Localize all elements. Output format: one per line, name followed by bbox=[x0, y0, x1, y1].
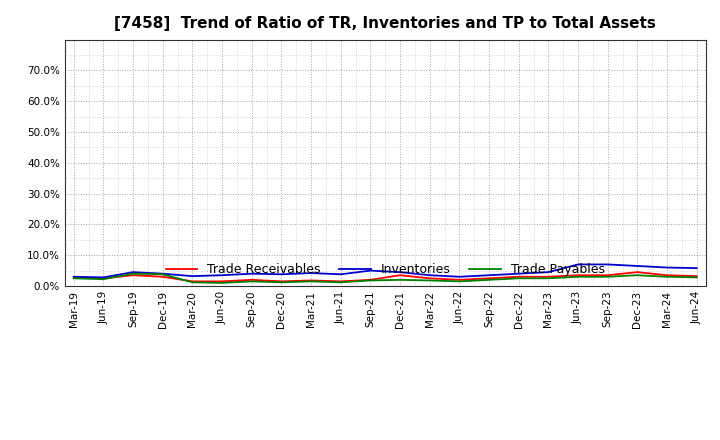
Trade Receivables bbox=[426, 275, 434, 281]
Inventories bbox=[99, 275, 108, 280]
Trade Payables bbox=[603, 274, 612, 279]
Trade Receivables bbox=[396, 272, 405, 278]
Trade Payables bbox=[277, 280, 286, 285]
Trade Receivables bbox=[603, 272, 612, 278]
Trade Receivables bbox=[455, 277, 464, 282]
Trade Payables bbox=[336, 280, 345, 285]
Inventories bbox=[366, 268, 374, 273]
Inventories bbox=[277, 271, 286, 277]
Trade Receivables bbox=[662, 272, 671, 278]
Trade Receivables bbox=[336, 279, 345, 284]
Inventories bbox=[248, 271, 256, 276]
Inventories bbox=[129, 269, 138, 275]
Legend: Trade Receivables, Inventories, Trade Payables: Trade Receivables, Inventories, Trade Pa… bbox=[160, 257, 611, 282]
Trade Receivables bbox=[277, 279, 286, 284]
Trade Receivables bbox=[574, 272, 582, 278]
Inventories bbox=[693, 265, 701, 271]
Trade Receivables bbox=[69, 275, 78, 280]
Trade Payables bbox=[693, 275, 701, 280]
Title: [7458]  Trend of Ratio of TR, Inventories and TP to Total Assets: [7458] Trend of Ratio of TR, Inventories… bbox=[114, 16, 656, 32]
Trade Receivables bbox=[514, 274, 523, 279]
Inventories bbox=[69, 274, 78, 279]
Trade Payables bbox=[366, 278, 374, 283]
Line: Inventories: Inventories bbox=[73, 264, 697, 277]
Inventories bbox=[485, 272, 493, 278]
Inventories bbox=[514, 271, 523, 276]
Inventories bbox=[426, 272, 434, 278]
Inventories bbox=[336, 271, 345, 277]
Inventories bbox=[217, 272, 226, 278]
Inventories bbox=[188, 274, 197, 279]
Trade Payables bbox=[455, 279, 464, 284]
Inventories bbox=[633, 263, 642, 268]
Trade Receivables bbox=[485, 275, 493, 281]
Trade Receivables bbox=[158, 274, 167, 279]
Trade Receivables bbox=[693, 274, 701, 279]
Trade Payables bbox=[129, 271, 138, 276]
Inventories bbox=[396, 269, 405, 275]
Inventories bbox=[603, 262, 612, 267]
Trade Payables bbox=[662, 274, 671, 279]
Inventories bbox=[544, 269, 553, 275]
Inventories bbox=[574, 262, 582, 267]
Trade Payables bbox=[307, 279, 315, 284]
Trade Receivables bbox=[188, 279, 197, 284]
Trade Receivables bbox=[307, 278, 315, 283]
Trade Receivables bbox=[544, 274, 553, 279]
Trade Payables bbox=[188, 280, 197, 285]
Trade Payables bbox=[426, 278, 434, 283]
Trade Payables bbox=[633, 272, 642, 278]
Inventories bbox=[662, 265, 671, 270]
Trade Receivables bbox=[366, 277, 374, 282]
Trade Payables bbox=[99, 277, 108, 282]
Trade Payables bbox=[69, 275, 78, 281]
Inventories bbox=[455, 274, 464, 279]
Trade Payables bbox=[544, 275, 553, 281]
Inventories bbox=[307, 271, 315, 276]
Line: Trade Payables: Trade Payables bbox=[73, 274, 697, 283]
Trade Payables bbox=[396, 277, 405, 282]
Inventories bbox=[158, 271, 167, 276]
Trade Receivables bbox=[248, 277, 256, 282]
Trade Payables bbox=[574, 274, 582, 279]
Trade Receivables bbox=[99, 275, 108, 281]
Trade Payables bbox=[514, 275, 523, 281]
Trade Payables bbox=[248, 279, 256, 284]
Trade Payables bbox=[217, 280, 226, 286]
Line: Trade Receivables: Trade Receivables bbox=[73, 272, 697, 282]
Trade Payables bbox=[485, 277, 493, 282]
Trade Receivables bbox=[129, 272, 138, 278]
Trade Receivables bbox=[633, 269, 642, 275]
Trade Payables bbox=[158, 271, 167, 277]
Trade Receivables bbox=[217, 279, 226, 284]
